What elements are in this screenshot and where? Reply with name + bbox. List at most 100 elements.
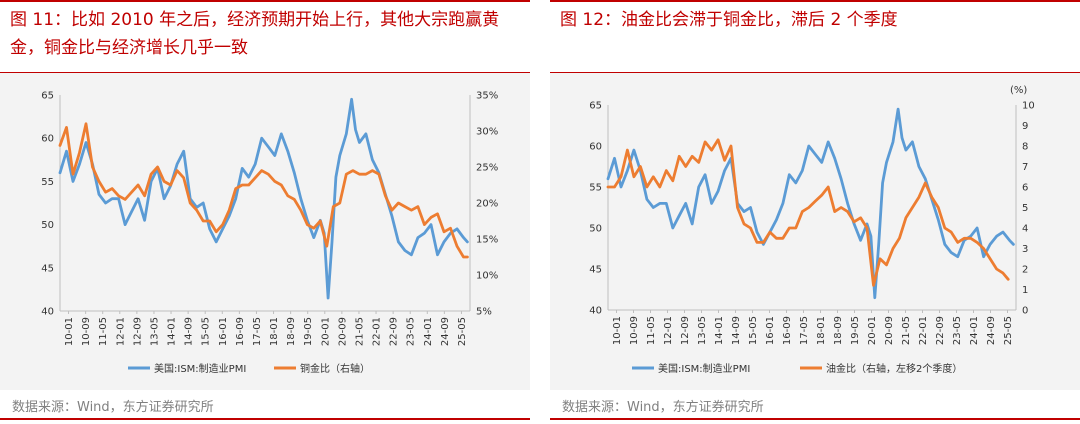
x-tick-label: 16-09 [782,316,793,345]
x-tick-label: 23-05 [952,316,963,345]
legend-label: 美国:ISM:制造业PMI [154,362,246,375]
y-left-tick-label: 50 [41,220,54,231]
x-tick-label: 14-01 [714,316,725,345]
x-tick-label: 18-01 [269,317,280,346]
x-tick-label: 17-05 [252,317,263,346]
y-right-tick-label: 30% [476,127,498,138]
x-tick-label: 19-05 [303,317,314,346]
series-line-ratio [58,122,469,259]
x-tick-label: 18-01 [816,316,827,345]
x-tick-label: 18-09 [286,317,297,346]
series-line-pmi [606,107,1015,300]
y-right-tick-label: 5 [1022,203,1028,214]
x-tick-label: 14-09 [184,317,195,346]
x-tick-label: 24-01 [969,316,980,345]
x-tick-label: 20-01 [867,316,878,345]
y-right-tick-label: 3 [1022,244,1028,255]
x-tick-label: 22-01 [372,317,383,346]
x-tick-label: 25-05 [1003,316,1014,345]
y-right-tick-label: 8 [1022,142,1028,153]
y-right-tick-label: 5% [476,307,492,318]
legend-label: 美国:ISM:制造业PMI [658,362,750,375]
chart-area: 40 45 50 55 60 65 5% 10% 15% 20% 25% 30% 35% 10-01 10-… [0,73,530,390]
x-tick-label: 22-09 [389,317,400,346]
x-tick-label: 22-09 [935,316,946,345]
x-tick-label: 12-09 [132,317,143,346]
x-tick-label: 12-01 [115,317,126,346]
left-panel: 图 11：比如 2010 年之后，经济预期开始上行，其他大宗跑赢黄金，铜金比与经… [0,0,530,424]
x-tick-label: 12-01 [663,316,674,345]
x-tick-label: 12-09 [680,316,691,345]
x-tick-label: 14-09 [731,316,742,345]
y-left-tick-label: 50 [589,224,602,235]
chart-svg-left: 40 45 50 55 60 65 5% 10% 15% 20% 25% 30% 35% 10-01 10-… [41,91,498,376]
x-tick-label: 24-09 [440,317,451,346]
y-left-tick-label: 40 [589,306,602,317]
y-right-tick-label: 15% [476,235,498,246]
x-tick-label: 17-05 [799,316,810,345]
y-right-tick-label: 1 [1022,285,1028,296]
x-tick-label: 11-05 [98,317,109,346]
top-rule [550,0,1080,2]
title-rule [0,72,530,73]
x-tick-label: 19-05 [850,316,861,345]
figure-title: 图 11：比如 2010 年之后，经济预期开始上行，其他大宗跑赢黄金，铜金比与经… [10,10,500,58]
x-tick-label: 10-09 [629,316,640,345]
y-left-tick-label: 45 [589,265,602,276]
y-right-tick-label: 9 [1022,121,1028,132]
x-tick-label: 23-05 [406,317,417,346]
y-right-unit-label: (%) [1010,85,1027,96]
x-tick-label: 11-05 [646,316,657,345]
bottom-rule [550,418,1080,420]
right-panel: 图 12：油金比会滞于铜金比，滞后 2 个季度 40 45 50 55 60 65 0 1 2 3… [550,0,1080,424]
series-line-ratio [606,138,1010,287]
chart-area: 40 45 50 55 60 65 0 1 2 3 4 5 6 7 8 9 10 (%) 10-01 10-09 11-… [550,73,1080,390]
x-tick-label: 10-01 [612,316,623,345]
x-tick-label: 16-01 [765,316,776,345]
x-tick-label: 13-05 [697,316,708,345]
source-note: 数据来源：Wind，东方证券研究所 [562,400,764,415]
x-tick-label: 21-05 [901,316,912,345]
y-left-tick-label: 55 [589,183,602,194]
y-left-tick-label: 60 [41,134,54,145]
y-right-tick-label: 10% [476,271,498,282]
y-right-tick-label: 35% [476,91,498,102]
y-left-tick-label: 45 [41,263,54,274]
y-right-tick-label: 0 [1022,306,1028,317]
y-right-tick-label: 2 [1022,265,1028,276]
x-tick-label: 10-01 [64,317,75,346]
x-tick-label: 20-01 [320,317,331,346]
y-right-tick-label: 4 [1022,224,1028,235]
y-right-tick-label: 10 [1022,101,1035,112]
x-tick-label: 25-05 [457,317,468,346]
x-tick-label: 20-09 [337,317,348,346]
x-tick-label: 21-05 [354,317,365,346]
y-right-tick-label: 20% [476,199,498,210]
x-tick-label: 22-01 [918,316,929,345]
x-tick-label: 16-09 [235,317,246,346]
x-tick-label: 16-01 [218,317,229,346]
y-right-tick-label: 25% [476,163,498,174]
x-tick-label: 13-05 [149,317,160,346]
legend-label: 油金比（右轴，左移2个季度） [826,362,962,375]
x-tick-label: 10-09 [81,317,92,346]
y-right-tick-label: 6 [1022,183,1028,194]
x-tick-label: 15-05 [748,316,759,345]
x-tick-label: 24-09 [986,316,997,345]
x-tick-label: 14-01 [167,317,178,346]
x-tick-label: 24-01 [423,317,434,346]
y-left-tick-label: 65 [589,101,602,112]
source-note: 数据来源：Wind，东方证券研究所 [12,400,214,415]
x-tick-label: 15-05 [201,317,212,346]
x-tick-label: 18-09 [833,316,844,345]
title-rule [550,72,1080,73]
y-right-tick-label: 7 [1022,162,1028,173]
bottom-rule [0,418,530,420]
figure-title: 图 12：油金比会滞于铜金比，滞后 2 个季度 [560,10,898,30]
legend-label: 铜金比（右轴） [300,362,370,375]
y-left-tick-label: 40 [41,307,54,318]
series-line-pmi [58,97,469,300]
top-rule [0,0,530,2]
x-tick-label: 20-09 [884,316,895,345]
